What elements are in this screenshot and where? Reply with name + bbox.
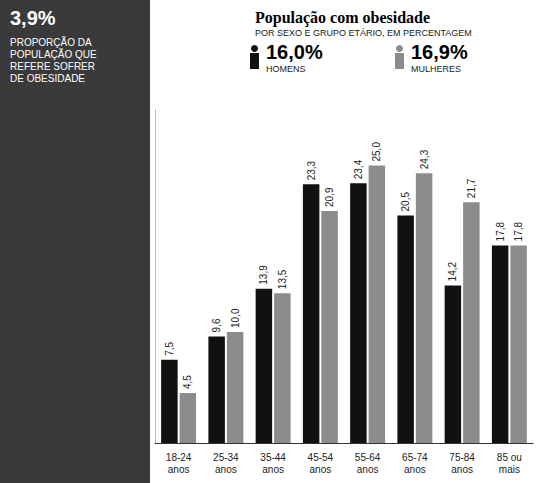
svg-text:18-24: 18-24 bbox=[166, 452, 192, 463]
svg-text:13,9: 13,9 bbox=[258, 265, 269, 285]
svg-text:16,9%: 16,9% bbox=[411, 41, 468, 63]
svg-text:23,3: 23,3 bbox=[306, 160, 317, 180]
svg-text:16,0%: 16,0% bbox=[266, 41, 323, 63]
svg-text:75-84: 75-84 bbox=[449, 452, 475, 463]
svg-text:POR SEXO E GRUPO ETÁRIO, EM PE: POR SEXO E GRUPO ETÁRIO, EM PERCENTAGEM bbox=[255, 28, 472, 38]
svg-text:20,5: 20,5 bbox=[400, 192, 411, 212]
svg-text:POPULAÇÃO QUE: POPULAÇÃO QUE bbox=[10, 48, 97, 60]
svg-text:55-64: 55-64 bbox=[355, 452, 381, 463]
svg-text:65-74: 65-74 bbox=[402, 452, 428, 463]
svg-text:14,2: 14,2 bbox=[447, 261, 458, 281]
svg-text:3,9%: 3,9% bbox=[10, 7, 56, 29]
svg-text:20,9: 20,9 bbox=[324, 187, 335, 207]
svg-text:17,8: 17,8 bbox=[495, 222, 506, 242]
svg-text:mais: mais bbox=[499, 464, 520, 475]
svg-text:35-44: 35-44 bbox=[260, 452, 286, 463]
svg-text:85 ou: 85 ou bbox=[497, 452, 522, 463]
svg-text:23,4: 23,4 bbox=[353, 159, 364, 179]
svg-text:População com obesidade: População com obesidade bbox=[255, 9, 430, 27]
svg-text:24,3: 24,3 bbox=[419, 149, 430, 169]
svg-text:45-54: 45-54 bbox=[308, 452, 334, 463]
svg-text:anos: anos bbox=[215, 464, 237, 475]
svg-text:9,6: 9,6 bbox=[211, 318, 222, 332]
svg-text:4,5: 4,5 bbox=[182, 375, 193, 389]
svg-text:17,8: 17,8 bbox=[513, 222, 524, 242]
svg-text:HOMENS: HOMENS bbox=[266, 64, 306, 74]
svg-text:25,0: 25,0 bbox=[371, 142, 382, 162]
svg-text:DE OBESIDADE: DE OBESIDADE bbox=[10, 73, 85, 84]
svg-text:REFERE SOFRER: REFERE SOFRER bbox=[10, 61, 95, 72]
svg-text:anos: anos bbox=[404, 464, 426, 475]
svg-text:anos: anos bbox=[168, 464, 190, 475]
svg-text:25-34: 25-34 bbox=[213, 452, 239, 463]
svg-text:anos: anos bbox=[357, 464, 379, 475]
svg-text:anos: anos bbox=[262, 464, 284, 475]
svg-text:13,5: 13,5 bbox=[277, 269, 288, 289]
svg-text:anos: anos bbox=[310, 464, 332, 475]
svg-text:21,7: 21,7 bbox=[466, 178, 477, 198]
svg-text:MULHERES: MULHERES bbox=[411, 64, 461, 74]
svg-text:anos: anos bbox=[451, 464, 473, 475]
svg-text:10,0: 10,0 bbox=[230, 308, 241, 328]
svg-text:7,5: 7,5 bbox=[164, 341, 175, 355]
svg-text:PROPORÇÃO DA: PROPORÇÃO DA bbox=[10, 36, 92, 48]
